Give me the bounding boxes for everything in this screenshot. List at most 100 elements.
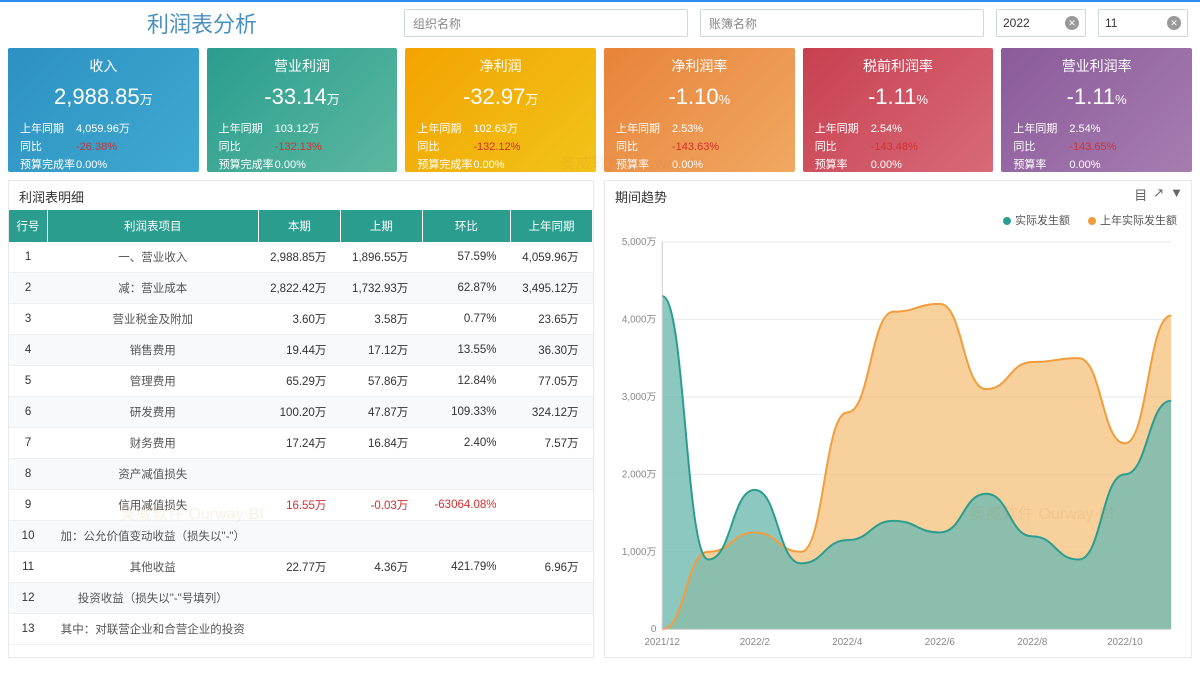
cell: 销售费用	[47, 335, 258, 366]
cell: 1,896.55万	[340, 242, 422, 273]
year-value: 2022	[1003, 16, 1030, 30]
col-5[interactable]: 上年同期	[510, 210, 592, 242]
cell	[510, 490, 592, 521]
cell: 0.77%	[422, 304, 510, 335]
kpi-title: 净利润	[417, 56, 584, 76]
table-row[interactable]: 13其中：对联营企业和合营企业的投资	[9, 614, 593, 645]
cell: 3,495.12万	[510, 273, 592, 304]
col-3[interactable]: 上期	[340, 210, 422, 242]
kpi-title: 净利润率	[616, 56, 783, 76]
kpi-card-2[interactable]: 净利润 -32.97万上年同期102.63万同比-132.12%预算完成率0.00…	[405, 48, 596, 172]
cell: 其他收益	[47, 552, 258, 583]
ledger-filter[interactable]: 账簿名称	[700, 9, 984, 37]
kpi-value: 2,988.85万	[20, 84, 187, 110]
legend-item[interactable]: 上年实际发生额	[1088, 212, 1177, 228]
cell: 4,059.96万	[510, 242, 592, 273]
table-scroll[interactable]: 行号利润表项目本期上期环比上年同期 1一、营业收入2,988.85万1,896.…	[9, 210, 593, 657]
cell: 17.12万	[340, 335, 422, 366]
cell	[510, 521, 592, 552]
kpi-value: -33.14万	[219, 84, 386, 110]
table-row[interactable]: 2减：营业成本2,822.42万1,732.93万62.87%3,495.12万	[9, 273, 593, 304]
table-row[interactable]: 1一、营业收入2,988.85万1,896.55万57.59%4,059.96万	[9, 242, 593, 273]
org-filter[interactable]: 组织名称	[404, 9, 688, 37]
table-row[interactable]: 3营业税金及附加3.60万3.58万0.77%23.65万	[9, 304, 593, 335]
table-row[interactable]: 5管理费用65.29万57.86万12.84%77.05万	[9, 366, 593, 397]
cell: 6	[9, 397, 47, 428]
cell	[258, 583, 340, 614]
table-row[interactable]: 6研发费用100.20万47.87万109.33%324.12万	[9, 397, 593, 428]
table-row[interactable]: 11其他收益22.77万4.36万421.79%6.96万	[9, 552, 593, 583]
cell: 研发费用	[47, 397, 258, 428]
tool-expand-icon[interactable]: ↗	[1153, 185, 1164, 204]
kpi-value: -1.11%	[815, 84, 982, 110]
cell	[510, 459, 592, 490]
cell: 4.36万	[340, 552, 422, 583]
kpi-card-5[interactable]: 营业利润率-1.11%上年同期2.54%同比-143.65%预算率0.00%	[1001, 48, 1192, 172]
cell: 7.57万	[510, 428, 592, 459]
cell: 3.60万	[258, 304, 340, 335]
tool-filter-icon[interactable]: ▼	[1170, 185, 1183, 204]
cell: 财务费用	[47, 428, 258, 459]
month-filter[interactable]: 11 ✕	[1098, 9, 1188, 37]
kpi-card-0[interactable]: 收入 2,988.85万上年同期4,059.96万同比-26.38%预算完成率0.…	[8, 48, 199, 172]
kpi-value: -32.97万	[417, 84, 584, 110]
cell: 2,988.85万	[258, 242, 340, 273]
cell: 投资收益（损失以"-"号填列）	[47, 583, 258, 614]
kpi-details: 上年同期103.12万同比-132.13%预算完成率0.00%	[219, 120, 386, 172]
year-filter[interactable]: 2022 ✕	[996, 9, 1086, 37]
cell: 65.29万	[258, 366, 340, 397]
cell	[510, 614, 592, 645]
col-2[interactable]: 本期	[258, 210, 340, 242]
kpi-title: 收入	[20, 56, 187, 76]
chart-legend: 实际发生额 上年实际发生额	[605, 210, 1191, 228]
table-row[interactable]: 10加：公允价值变动收益（损失以"-"）	[9, 521, 593, 552]
cell: 47.87万	[340, 397, 422, 428]
cell: 加：公允价值变动收益（损失以"-"）	[47, 521, 258, 552]
svg-text:1,000万: 1,000万	[622, 547, 657, 558]
cell: 3.58万	[340, 304, 422, 335]
cell	[258, 459, 340, 490]
col-4[interactable]: 环比	[422, 210, 510, 242]
cell: 62.87%	[422, 273, 510, 304]
cell	[340, 614, 422, 645]
clear-month-icon[interactable]: ✕	[1167, 16, 1181, 30]
col-0[interactable]: 行号	[9, 210, 47, 242]
table-row[interactable]: 8资产减值损失	[9, 459, 593, 490]
cell	[340, 583, 422, 614]
kpi-title: 税前利润率	[815, 56, 982, 76]
chart-title: 期间趋势	[605, 181, 1191, 210]
cell	[422, 459, 510, 490]
cell: 其中：对联营企业和合营企业的投资	[47, 614, 258, 645]
cell: 3	[9, 304, 47, 335]
table-row[interactable]: 12投资收益（损失以"-"号填列）	[9, 583, 593, 614]
legend-item[interactable]: 实际发生额	[1003, 212, 1070, 228]
kpi-card-1[interactable]: 营业利润-33.14万上年同期103.12万同比-132.13%预算完成率0.0…	[207, 48, 398, 172]
kpi-details: 上年同期4,059.96万同比-26.38%预算完成率0.00%	[20, 120, 187, 172]
cell	[340, 521, 422, 552]
col-1[interactable]: 利润表项目	[47, 210, 258, 242]
tool-list-icon[interactable]: 目	[1134, 185, 1147, 204]
cell: 8	[9, 459, 47, 490]
lower-panels: 利润表明细 行号利润表项目本期上期环比上年同期 1一、营业收入2,988.85万…	[0, 180, 1200, 666]
kpi-details: 上年同期102.63万同比-132.12%预算完成率0.00%	[417, 120, 584, 172]
table-row[interactable]: 4销售费用19.44万17.12万13.55%36.30万	[9, 335, 593, 366]
cell: 13.55%	[422, 335, 510, 366]
kpi-card-4[interactable]: 税前利润率 -1.11% 上年同期2.54%同比-143.48%预算率0.00%	[803, 48, 994, 172]
cell: 2	[9, 273, 47, 304]
cell: 77.05万	[510, 366, 592, 397]
cell: 2,822.42万	[258, 273, 340, 304]
table-row[interactable]: 9信用减值损失16.55万-0.03万-63064.08%	[9, 490, 593, 521]
table-row[interactable]: 7财务费用17.24万16.84万2.40%7.57万	[9, 428, 593, 459]
clear-year-icon[interactable]: ✕	[1065, 16, 1079, 30]
kpi-card-3[interactable]: 净利润率-1.10%上年同期2.53%同比-143.63%预算率0.00%	[604, 48, 795, 172]
cell: 23.65万	[510, 304, 592, 335]
cell: 11	[9, 552, 47, 583]
cell	[422, 583, 510, 614]
top-filter-bar: 利润表分析 组织名称 账簿名称 2022 ✕ 11 ✕	[0, 0, 1200, 44]
kpi-title: 营业利润率	[1013, 56, 1180, 76]
kpi-details: 上年同期2.54%同比-143.48%预算率0.00%	[815, 120, 982, 172]
cell: -63064.08%	[422, 490, 510, 521]
trend-chart-panel: 期间趋势 目 ↗ ▼ 实际发生额上年实际发生额 01,000万2,000万3,0…	[604, 180, 1192, 658]
svg-text:0: 0	[651, 624, 657, 635]
cell	[422, 521, 510, 552]
